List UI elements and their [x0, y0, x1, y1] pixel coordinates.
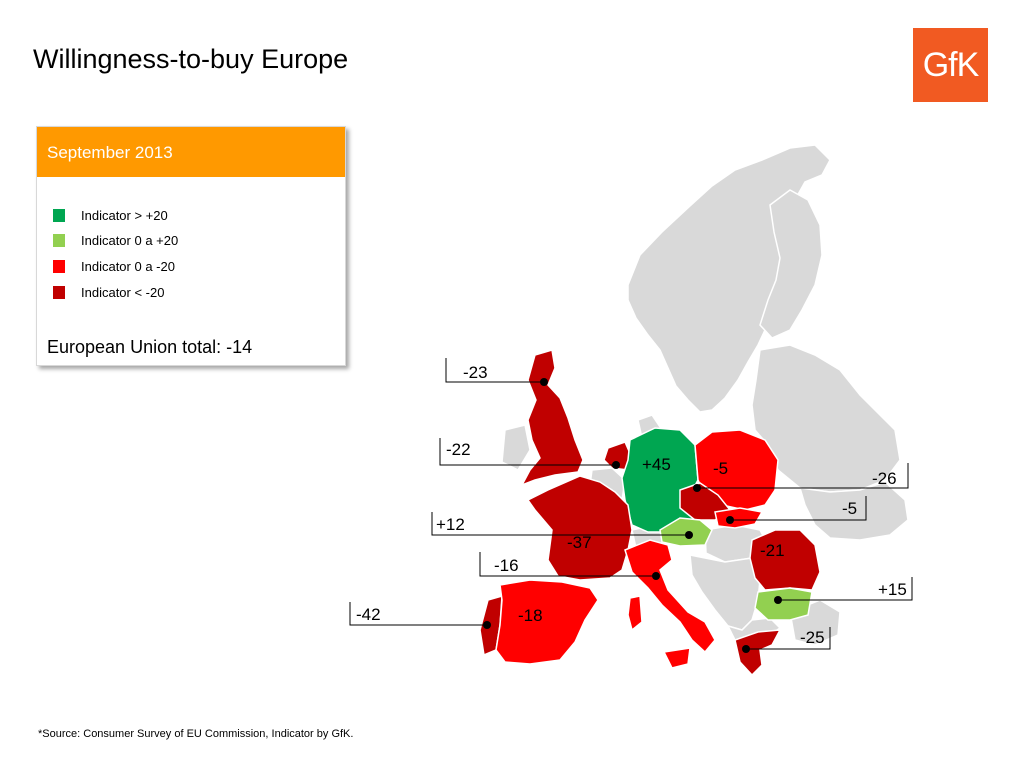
country-bulgaria — [754, 587, 813, 621]
leader-lines — [349, 358, 913, 650]
gfk-logo: GfK — [913, 28, 988, 102]
country-spain — [495, 579, 599, 665]
country-italy — [624, 539, 716, 654]
source-footnote: *Source: Consumer Survey of EU Commissio… — [38, 728, 354, 740]
legend-label: Indicator 0 a +20 — [81, 233, 179, 248]
country-italy-sardinia — [627, 595, 643, 632]
page-title: Willingness-to-buy Europe — [33, 44, 349, 74]
value-label-germany: +45 — [642, 455, 671, 474]
value-label-austria: +12 — [436, 515, 465, 534]
value-label-slovakia: -5 — [842, 499, 857, 518]
value-label-united-kingdom: -23 — [463, 363, 488, 382]
legend-swatch-green — [53, 209, 65, 222]
country-greece — [734, 629, 782, 677]
dot-italy — [652, 572, 660, 580]
value-label-portugal: -42 — [356, 605, 381, 624]
legend-swatch-lightgreen — [53, 234, 65, 247]
country-italy-sicily — [662, 647, 691, 669]
legend-item: Indicator < -20 — [53, 286, 164, 300]
country-united-kingdom — [520, 349, 584, 487]
dot-slovakia — [726, 516, 734, 524]
value-label-czech-republic: -26 — [872, 469, 897, 488]
surveyed-countries — [479, 349, 821, 677]
legend-label: Indicator < -20 — [81, 285, 165, 300]
legend-item: Indicator 0 a -20 — [53, 260, 175, 274]
legend-label: Indicator 0 a -20 — [81, 259, 175, 274]
dot-bulgaria — [774, 596, 782, 604]
value-label-spain: -18 — [518, 606, 543, 625]
value-label-greece: -25 — [800, 628, 825, 647]
dot-austria — [685, 531, 693, 539]
value-label-poland: -5 — [713, 459, 728, 478]
country-slovakia — [714, 507, 764, 529]
legend-period: September 2013 — [37, 127, 345, 177]
legend-swatch-red — [53, 260, 65, 273]
location-dots — [483, 378, 782, 653]
value-label-italy: -16 — [494, 556, 519, 575]
dot-czech-republic — [693, 484, 701, 492]
value-label-france: -37 — [567, 533, 592, 552]
country-germany — [621, 427, 701, 533]
dot-greece — [742, 645, 750, 653]
legend-label: Indicator > +20 — [81, 208, 168, 223]
legend-swatch-darkred — [53, 286, 65, 299]
legend-panel: September 2013 Indicator > +20 Indicator… — [36, 126, 346, 366]
country-france — [526, 475, 633, 581]
country-romania — [749, 529, 821, 591]
value-label-romania: -21 — [760, 541, 785, 560]
dot-netherlands — [612, 461, 620, 469]
legend-item: Indicator > +20 — [53, 209, 168, 223]
country-austria — [659, 517, 713, 547]
value-label-bulgaria: +15 — [878, 580, 907, 599]
eu-total: European Union total: -14 — [47, 337, 253, 357]
legend-item: Indicator 0 a +20 — [53, 234, 178, 248]
dot-united-kingdom — [540, 378, 548, 386]
value-label-netherlands: -22 — [446, 440, 471, 459]
dot-portugal — [483, 621, 491, 629]
